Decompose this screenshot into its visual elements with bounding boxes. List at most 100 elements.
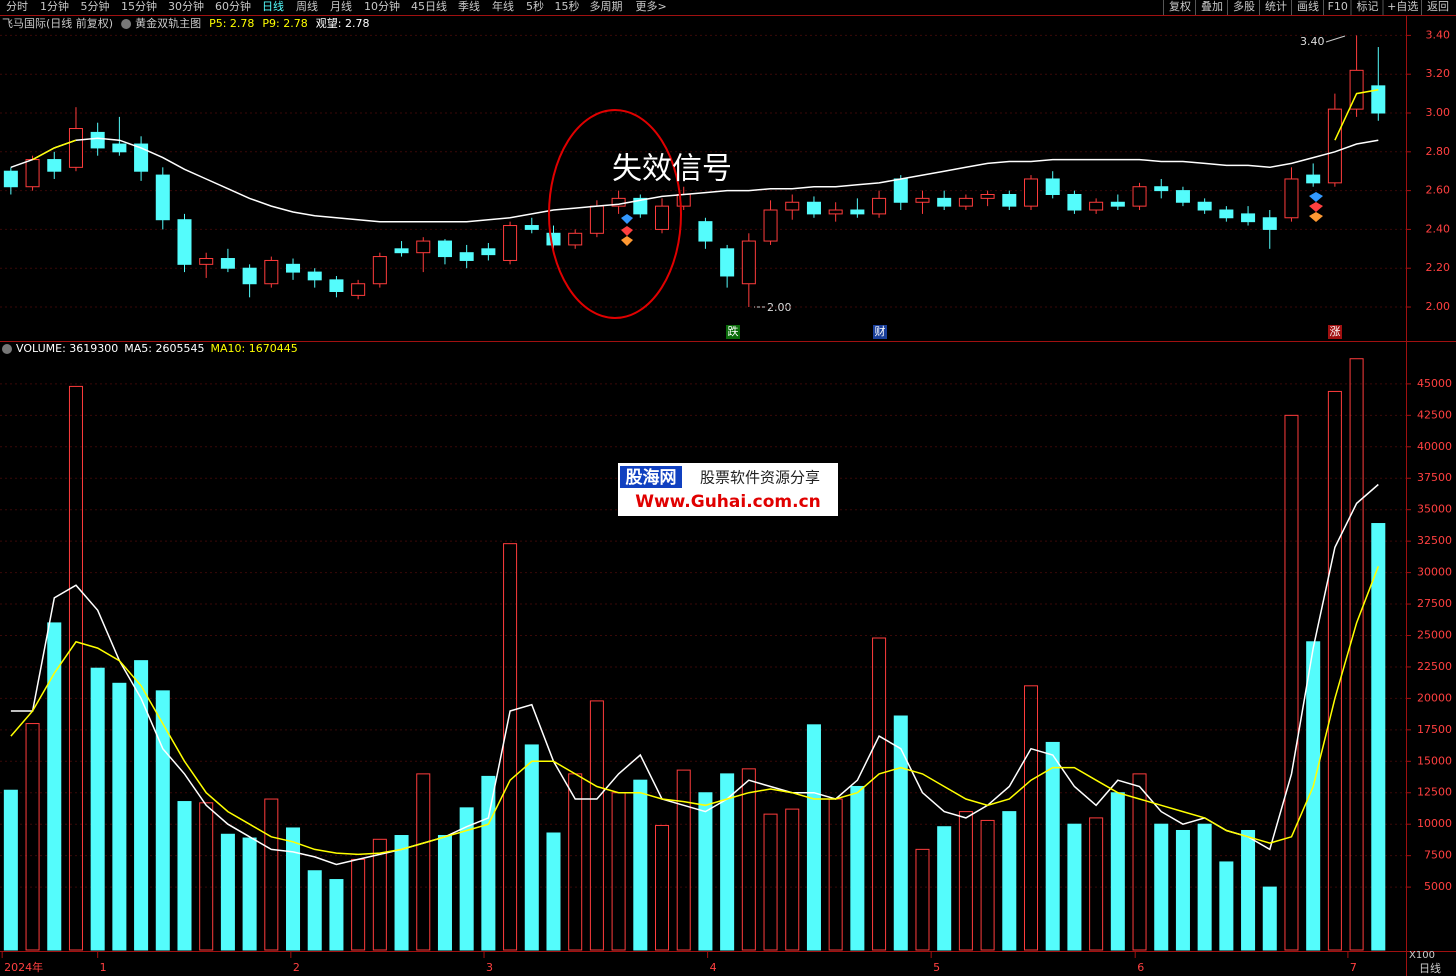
toolbar-button[interactable]: 统计 (1265, 0, 1287, 13)
volume-bar (915, 848, 930, 951)
y-tick-label: 40000 (1417, 440, 1452, 453)
toolbar-button[interactable]: 画线 (1297, 0, 1319, 13)
candle-body (47, 159, 62, 172)
y-tick-label: 32500 (1417, 534, 1452, 547)
volume-bar (416, 773, 431, 951)
candle-body (1067, 193, 1082, 211)
candle-body (394, 248, 409, 254)
y-tick-label: 20000 (1417, 691, 1452, 704)
volume-bar (90, 667, 105, 951)
toolbar-item[interactable]: 季线 (458, 0, 480, 13)
toolbar-item[interactable]: 多周期 (590, 0, 623, 13)
candle-body (741, 240, 756, 285)
y-tick-label: 2.40 (1426, 222, 1451, 235)
volume-bar (676, 769, 691, 951)
candle-body (1327, 108, 1342, 184)
chart-title: 飞马国际(日线 前复权) (2, 16, 113, 30)
candle-body (1045, 178, 1060, 195)
overlay-line (10, 483, 1379, 866)
candle-body (524, 225, 539, 230)
candle-body (220, 258, 235, 269)
high-label: 3.40 (1300, 35, 1325, 48)
candle-body (872, 197, 887, 215)
volume-header: MA10: 1670445 (210, 342, 297, 355)
toolbar-item[interactable]: 30分钟 (168, 0, 204, 13)
toolbar-item[interactable]: 更多> (636, 0, 667, 13)
toolbar-item[interactable]: 15分钟 (121, 0, 157, 13)
volume-bar (1002, 811, 1017, 951)
toolbar-item[interactable]: 15秒 (555, 0, 580, 13)
diamond-icon (621, 226, 633, 236)
candle-body (720, 248, 735, 277)
volume-bar (698, 792, 713, 951)
y-tick-label: 3.20 (1426, 67, 1451, 80)
candle-body (286, 263, 301, 273)
y-tick-label: 37500 (1417, 471, 1452, 484)
overlay-line (10, 566, 1380, 856)
toolbar-button[interactable]: F10 (1328, 0, 1348, 13)
volume-bar (720, 773, 735, 951)
toolbar-item[interactable]: 周线 (296, 0, 318, 13)
x-tick-label: 2 (293, 961, 300, 974)
y-tick-label: 10000 (1417, 817, 1452, 830)
candle-body (1197, 201, 1212, 211)
toolbar-item[interactable]: 60分钟 (215, 0, 251, 13)
low-label: 2.00 (767, 301, 792, 314)
candle-body (1306, 174, 1321, 184)
volume-bar (980, 819, 995, 951)
candle-body (611, 197, 626, 207)
candle-body (481, 248, 496, 256)
toolbar-button[interactable]: 叠加 (1201, 0, 1223, 13)
y-tick-label: 45000 (1417, 377, 1452, 390)
indicator-name: 黄金双轨主图 (135, 16, 201, 30)
toolbar-item[interactable]: 5分钟 (81, 0, 110, 13)
candle-body (155, 174, 170, 221)
toolbar-button[interactable]: 标记 (1357, 0, 1379, 13)
toolbar-item[interactable]: 45日线 (411, 0, 447, 13)
candle-body (1262, 217, 1277, 230)
toolbar-button[interactable]: 返回 (1427, 0, 1449, 13)
y-tick-label: 12500 (1417, 786, 1452, 799)
watermark-slogan: 股票软件资源分享 (700, 469, 820, 487)
volume-bar (1197, 823, 1212, 951)
diamond-icon (1309, 192, 1323, 202)
volume-bar (1154, 823, 1169, 951)
volume-bar (329, 879, 344, 951)
toolbar-item[interactable]: 10分钟 (364, 0, 400, 13)
signal-circle (548, 109, 682, 319)
candle-body (3, 170, 18, 188)
signal-icons (621, 192, 1323, 246)
candle-body (1241, 213, 1256, 223)
candle-body (958, 197, 973, 207)
volume-bar (134, 660, 149, 951)
y-tick-label: 25000 (1417, 628, 1452, 641)
volume-bar (177, 801, 192, 951)
candle-body (90, 131, 105, 149)
volume-bar (68, 385, 83, 951)
volume-bar (1110, 792, 1125, 951)
toolbar-item[interactable]: 1分钟 (40, 0, 69, 13)
toolbar-item[interactable]: 5秒 (526, 0, 544, 13)
x-tick-label: 7 (1350, 961, 1357, 974)
candle-body (264, 259, 279, 285)
candle-body (850, 209, 865, 215)
x-tick-label: 4 (710, 961, 717, 974)
overlay-line (32, 139, 77, 161)
toolbar-item[interactable]: 年线 (492, 0, 514, 13)
toolbar-button[interactable]: 复权 (1169, 0, 1191, 13)
candle-body (416, 240, 431, 254)
toolbar-item[interactable]: 日线 (262, 0, 284, 13)
candle-body (1110, 201, 1125, 207)
event-tag: 涨 (1330, 325, 1341, 338)
volume-bar (199, 802, 214, 951)
candle-body (351, 283, 366, 296)
candle-body (589, 205, 604, 234)
toolbar-item[interactable]: 月线 (330, 0, 352, 13)
event-tag: 财 (875, 324, 886, 338)
toolbar-button[interactable]: +自选 (1387, 0, 1418, 13)
volume-bar (785, 808, 800, 951)
y-tick-label: 5000 (1424, 880, 1452, 893)
toolbar-item[interactable]: 分时 (6, 0, 28, 13)
toolbar-button[interactable]: 多股 (1233, 0, 1255, 13)
